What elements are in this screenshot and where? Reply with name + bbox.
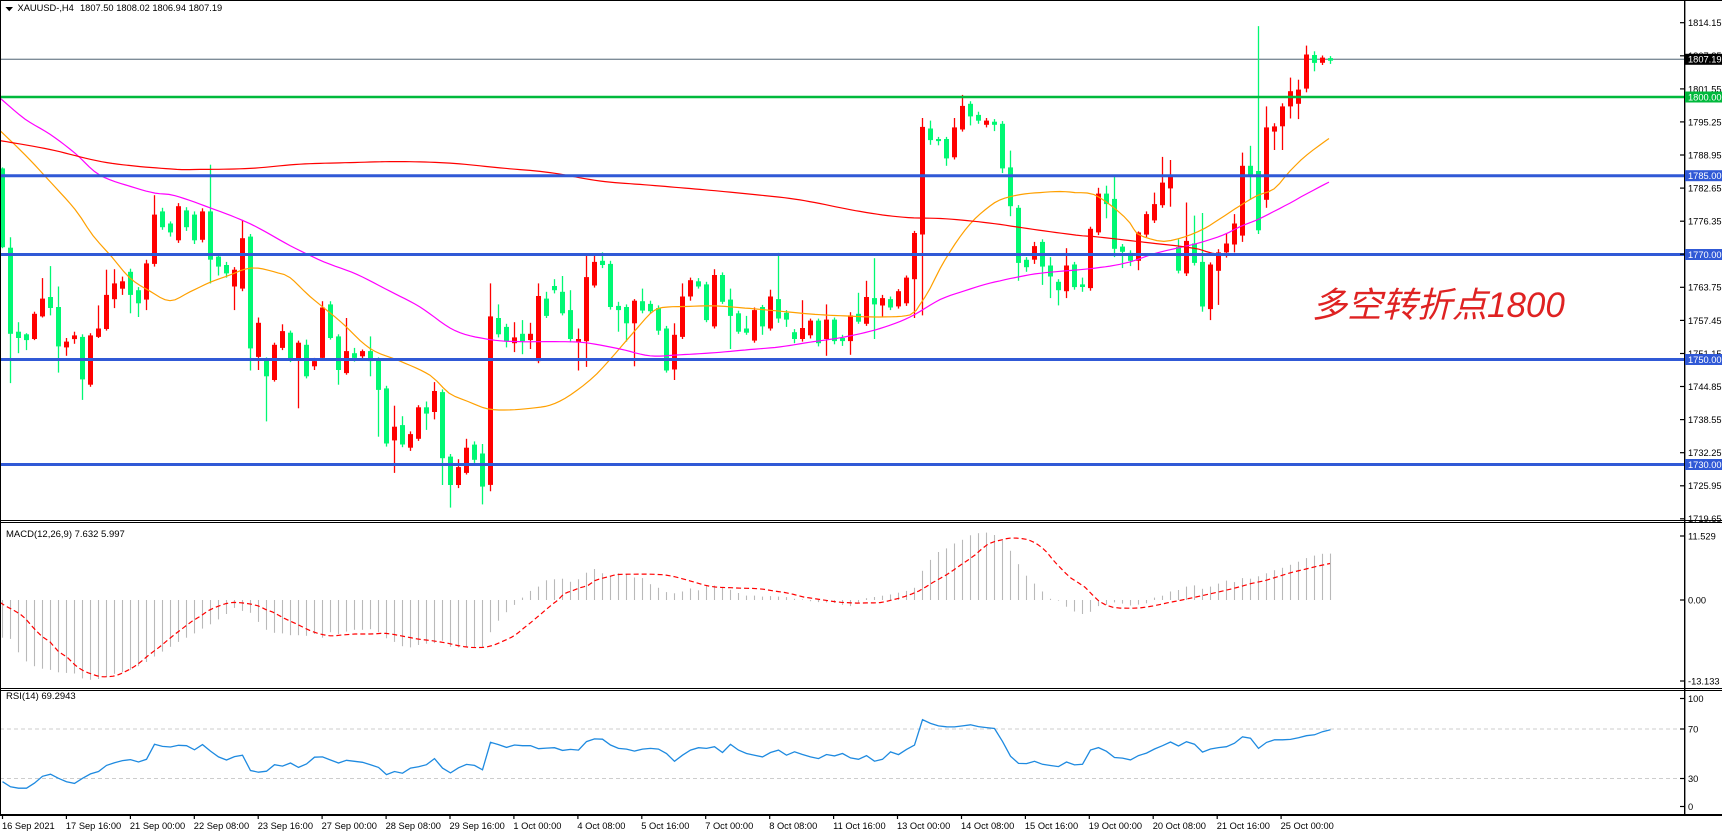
svg-text:1750.00: 1750.00 (1688, 355, 1722, 365)
svg-text:21 Sep 00:00: 21 Sep 00:00 (130, 821, 185, 831)
svg-text:17 Sep 16:00: 17 Sep 16:00 (66, 821, 121, 831)
svg-text:1807.50 1808.02 1806.94 1807.1: 1807.50 1808.02 1806.94 1807.19 (80, 3, 222, 13)
svg-text:25 Oct 00:00: 25 Oct 00:00 (1281, 821, 1334, 831)
svg-text:29 Sep 16:00: 29 Sep 16:00 (450, 821, 505, 831)
svg-text:20 Oct 08:00: 20 Oct 08:00 (1153, 821, 1206, 831)
svg-text:1800.00: 1800.00 (1688, 92, 1722, 102)
svg-text:14 Oct 08:00: 14 Oct 08:00 (961, 821, 1014, 831)
svg-text:100: 100 (1688, 694, 1704, 704)
svg-text:1725.95: 1725.95 (1688, 481, 1722, 491)
svg-text:21 Oct 16:00: 21 Oct 16:00 (1217, 821, 1270, 831)
svg-text:0: 0 (1688, 802, 1693, 812)
svg-text:1795.25: 1795.25 (1688, 117, 1722, 127)
svg-text:XAUUSD-,H4: XAUUSD-,H4 (18, 3, 74, 13)
svg-text:27 Sep 00:00: 27 Sep 00:00 (322, 821, 377, 831)
svg-text:16 Sep 2021: 16 Sep 2021 (2, 821, 55, 831)
svg-text:7 Oct 00:00: 7 Oct 00:00 (705, 821, 753, 831)
svg-text:30: 30 (1688, 774, 1698, 784)
svg-text:1807.19: 1807.19 (1688, 55, 1722, 65)
svg-text:1 Oct 00:00: 1 Oct 00:00 (513, 821, 561, 831)
svg-text:15 Oct 16:00: 15 Oct 16:00 (1025, 821, 1078, 831)
svg-text:1814.15: 1814.15 (1688, 18, 1722, 28)
svg-text:MACD(12,26,9) 7.632 5.997: MACD(12,26,9) 7.632 5.997 (6, 529, 125, 540)
svg-text:1788.95: 1788.95 (1688, 150, 1722, 160)
svg-text:多空转折点1800: 多空转折点1800 (1312, 286, 1565, 325)
svg-text:1719.65: 1719.65 (1688, 514, 1722, 524)
svg-text:19 Oct 00:00: 19 Oct 00:00 (1089, 821, 1142, 831)
svg-text:11.529: 11.529 (1688, 531, 1716, 541)
svg-text:22 Sep 08:00: 22 Sep 08:00 (194, 821, 249, 831)
svg-text:1730.00: 1730.00 (1688, 460, 1722, 470)
svg-text:1757.45: 1757.45 (1688, 316, 1722, 326)
svg-text:0.00: 0.00 (1688, 595, 1706, 605)
svg-text:4 Oct 08:00: 4 Oct 08:00 (577, 821, 625, 831)
svg-text:-13.133: -13.133 (1688, 676, 1720, 686)
svg-text:5 Oct 16:00: 5 Oct 16:00 (641, 821, 689, 831)
svg-text:1776.35: 1776.35 (1688, 217, 1722, 227)
svg-text:1770.00: 1770.00 (1688, 250, 1722, 260)
svg-text:70: 70 (1688, 724, 1698, 734)
svg-text:13 Oct 00:00: 13 Oct 00:00 (897, 821, 950, 831)
svg-text:1738.55: 1738.55 (1688, 415, 1722, 425)
svg-text:23 Sep 16:00: 23 Sep 16:00 (258, 821, 313, 831)
svg-text:1801.55: 1801.55 (1688, 84, 1722, 94)
svg-text:1751.15: 1751.15 (1688, 349, 1722, 359)
svg-text:28 Sep 08:00: 28 Sep 08:00 (386, 821, 441, 831)
svg-text:RSI(14) 69.2943: RSI(14) 69.2943 (6, 691, 76, 702)
svg-text:1782.65: 1782.65 (1688, 184, 1722, 194)
svg-text:8 Oct 08:00: 8 Oct 08:00 (769, 821, 817, 831)
svg-text:1785.00: 1785.00 (1688, 171, 1722, 181)
svg-text:1744.85: 1744.85 (1688, 382, 1722, 392)
svg-text:1763.75: 1763.75 (1688, 283, 1722, 293)
svg-text:11 Oct 16:00: 11 Oct 16:00 (833, 821, 886, 831)
svg-text:1732.25: 1732.25 (1688, 448, 1722, 458)
